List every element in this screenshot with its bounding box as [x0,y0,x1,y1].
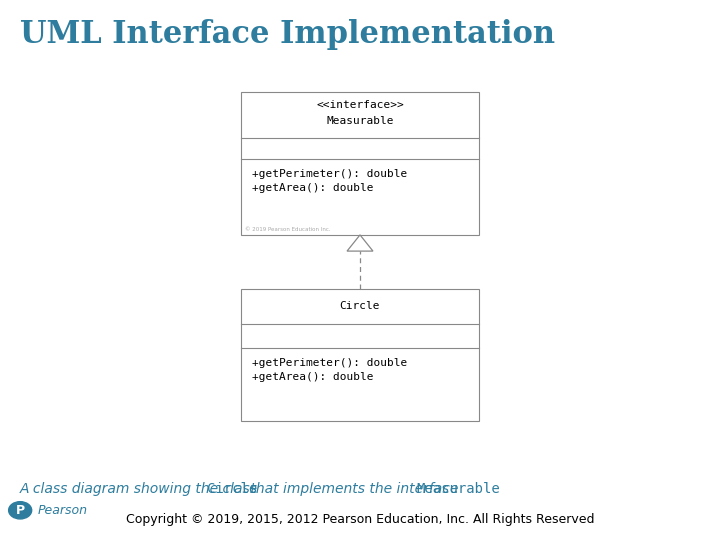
Polygon shape [347,235,373,251]
Text: Measurable: Measurable [417,482,500,496]
Text: +getPerimeter(): double: +getPerimeter(): double [252,358,408,368]
Bar [241,92,479,235]
Text: Circle: Circle [207,482,258,496]
Text: Copyright © 2019, 2015, 2012 Pearson Education, Inc. All Rights Reserved: Copyright © 2019, 2015, 2012 Pearson Edu… [126,513,594,526]
Text: Circle: Circle [340,301,380,312]
Text: A class diagram showing the class: A class diagram showing the class [20,482,263,496]
Text: +getArea(): double: +getArea(): double [252,372,374,382]
Text: +getArea(): double: +getArea(): double [252,183,374,193]
Bar [241,289,479,421]
Text: Measurable: Measurable [326,116,394,126]
Text: Pearson: Pearson [37,504,87,517]
Text: <<interface>>: <<interface>> [316,100,404,110]
Text: +getPerimeter(): double: +getPerimeter(): double [252,169,408,179]
Text: P: P [16,504,24,517]
Text: © 2019 Pearson Education Inc.: © 2019 Pearson Education Inc. [245,227,330,232]
Text: that implements the interface: that implements the interface [246,482,463,496]
Circle shape [9,502,32,519]
Text: UML Interface Implementation: UML Interface Implementation [20,19,555,50]
